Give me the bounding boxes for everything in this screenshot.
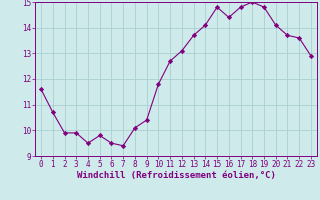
X-axis label: Windchill (Refroidissement éolien,°C): Windchill (Refroidissement éolien,°C)	[76, 171, 276, 180]
